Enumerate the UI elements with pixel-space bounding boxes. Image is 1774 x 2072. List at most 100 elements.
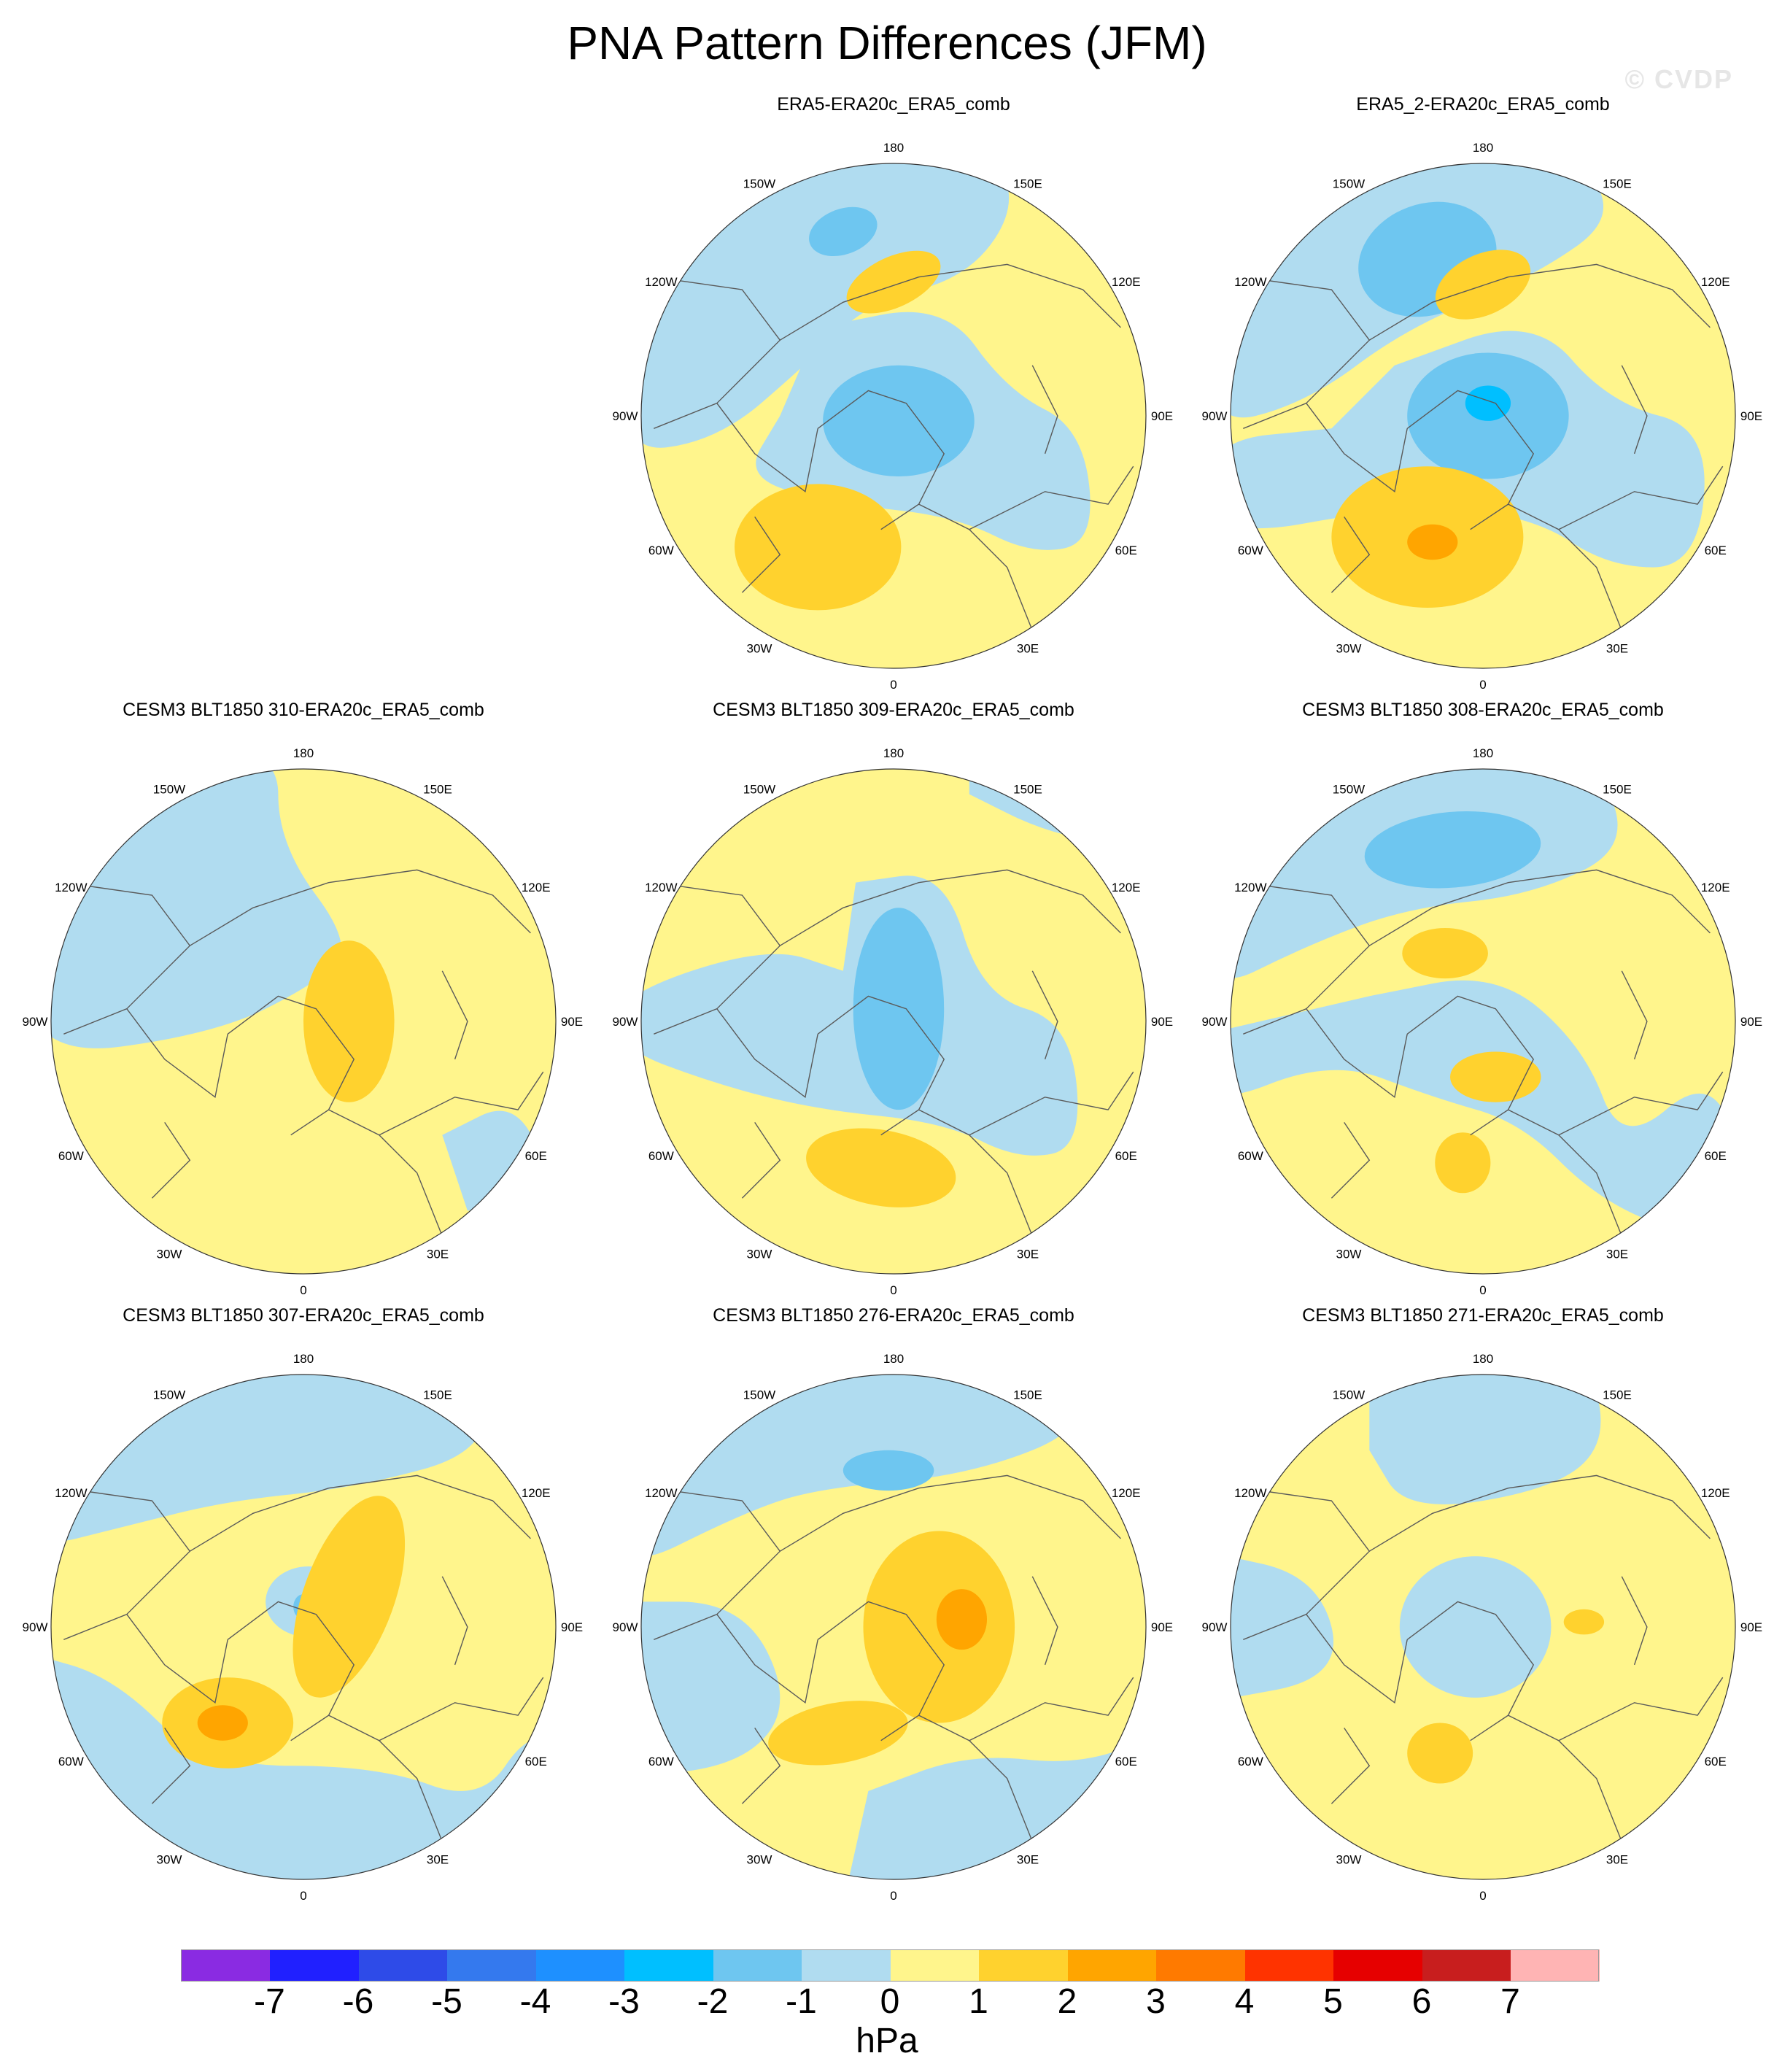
coastline bbox=[227, 1601, 355, 1742]
colorbar-segment bbox=[1244, 1949, 1334, 1982]
longitude-label: 90E bbox=[1740, 1015, 1762, 1029]
longitude-label: 150W bbox=[743, 177, 775, 190]
panel-title: CESM3 BLT1850 309-ERA20c_ERA5_comb bbox=[713, 700, 1074, 720]
longitude-label: 90E bbox=[561, 1015, 583, 1029]
map-border bbox=[1230, 768, 1736, 1275]
longitude-label: 90W bbox=[23, 1620, 48, 1634]
colorbar-segment bbox=[1422, 1949, 1511, 1982]
gold-europe-arctic bbox=[303, 940, 395, 1102]
longitude-label: 90W bbox=[1202, 1620, 1228, 1634]
map-panel: CESM3 BLT1850 271-ERA20c_ERA5_comb 180 150… bbox=[1177, 1304, 1774, 1932]
coastline bbox=[1558, 1071, 1724, 1136]
longitude-label: 60W bbox=[58, 1149, 84, 1163]
gold-arctic bbox=[1450, 1051, 1541, 1102]
coastline bbox=[1306, 1614, 1408, 1704]
blue-eurasia bbox=[1231, 980, 1735, 1224]
longitude-label: 90E bbox=[1151, 1620, 1173, 1634]
blue-north-pacific bbox=[1369, 1375, 1601, 1504]
longitude-label: 30E bbox=[1606, 1853, 1628, 1867]
colorbar-tick-label: 0 bbox=[880, 1982, 900, 2021]
longitude-label: 60W bbox=[648, 544, 674, 557]
longitude-label: 90E bbox=[1740, 1620, 1762, 1634]
gold-atlantic bbox=[768, 1701, 908, 1766]
blue-arctic bbox=[1399, 1556, 1552, 1698]
longitude-label: 90W bbox=[613, 1015, 638, 1029]
orange-core bbox=[1407, 524, 1458, 560]
longitude-label: 30W bbox=[1336, 1248, 1362, 1261]
longitude-label: 60E bbox=[1115, 1149, 1137, 1163]
longitude-label: 90E bbox=[1740, 409, 1762, 423]
map-panel: CESM3 BLT1850 309-ERA20c_ERA5_comb 180 150… bbox=[587, 699, 1200, 1326]
coastline bbox=[1368, 263, 1711, 341]
coastline bbox=[779, 1474, 1121, 1552]
longitude-label: 30W bbox=[157, 1248, 182, 1261]
longitude-label: 150E bbox=[1603, 1388, 1632, 1402]
colorbar-segment bbox=[624, 1949, 713, 1982]
gold-atlantic bbox=[1435, 1132, 1491, 1194]
coastline bbox=[1306, 403, 1408, 493]
coastline bbox=[1368, 1474, 1711, 1552]
map-border bbox=[50, 1374, 557, 1880]
longitude-label: 0 bbox=[890, 1283, 896, 1297]
longitude-label: 60E bbox=[525, 1149, 547, 1163]
longitude-label: 150W bbox=[153, 782, 185, 796]
blue-arctic bbox=[641, 875, 1078, 1156]
coastline bbox=[1621, 970, 1648, 1060]
longitude-label: 0 bbox=[1479, 1283, 1486, 1297]
coastline bbox=[779, 263, 1121, 341]
map-panel: ERA5-ERA20c_ERA5_comb 180 150E 120E 90E 60E 30… bbox=[587, 93, 1200, 721]
colorbar-tick-label: 7 bbox=[1500, 1982, 1520, 2021]
longitude-label: 120W bbox=[645, 1486, 677, 1500]
longitude-label: 150E bbox=[1013, 177, 1042, 190]
panel-title: ERA5-ERA20c_ERA5_comb bbox=[777, 94, 1010, 115]
gold-eurasia bbox=[293, 1496, 406, 1698]
panel-title: CESM3 BLT1850 310-ERA20c_ERA5_comb bbox=[123, 700, 484, 720]
longitude-label: 0 bbox=[1479, 1889, 1486, 1903]
longitude-label: 60W bbox=[648, 1149, 674, 1163]
coastline bbox=[441, 1576, 468, 1666]
longitude-label: 150W bbox=[153, 1388, 185, 1402]
longitude-label: 180 bbox=[883, 1352, 904, 1366]
longitude-label: 90W bbox=[1202, 1015, 1228, 1029]
map-border bbox=[640, 1374, 1147, 1880]
longitude-label: 150E bbox=[423, 782, 452, 796]
colorbar-frame bbox=[181, 1949, 1599, 1982]
longitude-label: 120W bbox=[645, 275, 677, 289]
map-panel: CESM3 BLT1850 276-ERA20c_ERA5_comb 180 150… bbox=[587, 1304, 1200, 1932]
longitude-label: 30W bbox=[1336, 642, 1362, 656]
longitude-label: 60W bbox=[1238, 1755, 1263, 1768]
longitude-label: 60E bbox=[1115, 544, 1137, 557]
longitude-label: 180 bbox=[883, 746, 904, 760]
coastline bbox=[969, 465, 1134, 530]
longitude-label: 180 bbox=[1473, 1352, 1493, 1366]
longitude-label: 120E bbox=[1701, 881, 1730, 894]
longitude-label: 180 bbox=[293, 746, 314, 760]
colorbar-tick-label: 1 bbox=[969, 1982, 988, 2021]
coastline bbox=[1406, 1601, 1535, 1742]
coastline bbox=[126, 1008, 228, 1099]
coastline bbox=[1031, 1576, 1058, 1666]
longitude-label: 90W bbox=[613, 1620, 638, 1634]
longitude-label: 150E bbox=[1603, 177, 1632, 190]
panel-title: CESM3 BLT1850 271-ERA20c_ERA5_comb bbox=[1302, 1305, 1664, 1326]
longitude-label: 150W bbox=[1333, 177, 1365, 190]
panel-title: CESM3 BLT1850 276-ERA20c_ERA5_comb bbox=[713, 1305, 1074, 1326]
gold-siberia bbox=[1563, 1609, 1605, 1635]
longitude-label: 60E bbox=[525, 1755, 547, 1768]
colorbar-tick-label: -7 bbox=[254, 1982, 285, 2021]
gold-siberia bbox=[846, 250, 941, 314]
coastline bbox=[1031, 365, 1058, 455]
longitude-label: 60W bbox=[58, 1755, 84, 1768]
longitude-label: 90W bbox=[1202, 409, 1228, 423]
longitude-label: 120E bbox=[1112, 881, 1141, 894]
longitude-label: 0 bbox=[1479, 678, 1486, 692]
coastline bbox=[227, 995, 355, 1136]
coastline bbox=[1330, 1122, 1371, 1199]
colorbar-segment bbox=[358, 1949, 448, 1982]
watermark-logo: © CVDP bbox=[1624, 64, 1733, 94]
longitude-label: 120E bbox=[522, 1486, 551, 1500]
longitude-label: 120W bbox=[1234, 1486, 1266, 1500]
longitude-label: 90E bbox=[1151, 409, 1173, 423]
coastline bbox=[189, 1474, 531, 1552]
